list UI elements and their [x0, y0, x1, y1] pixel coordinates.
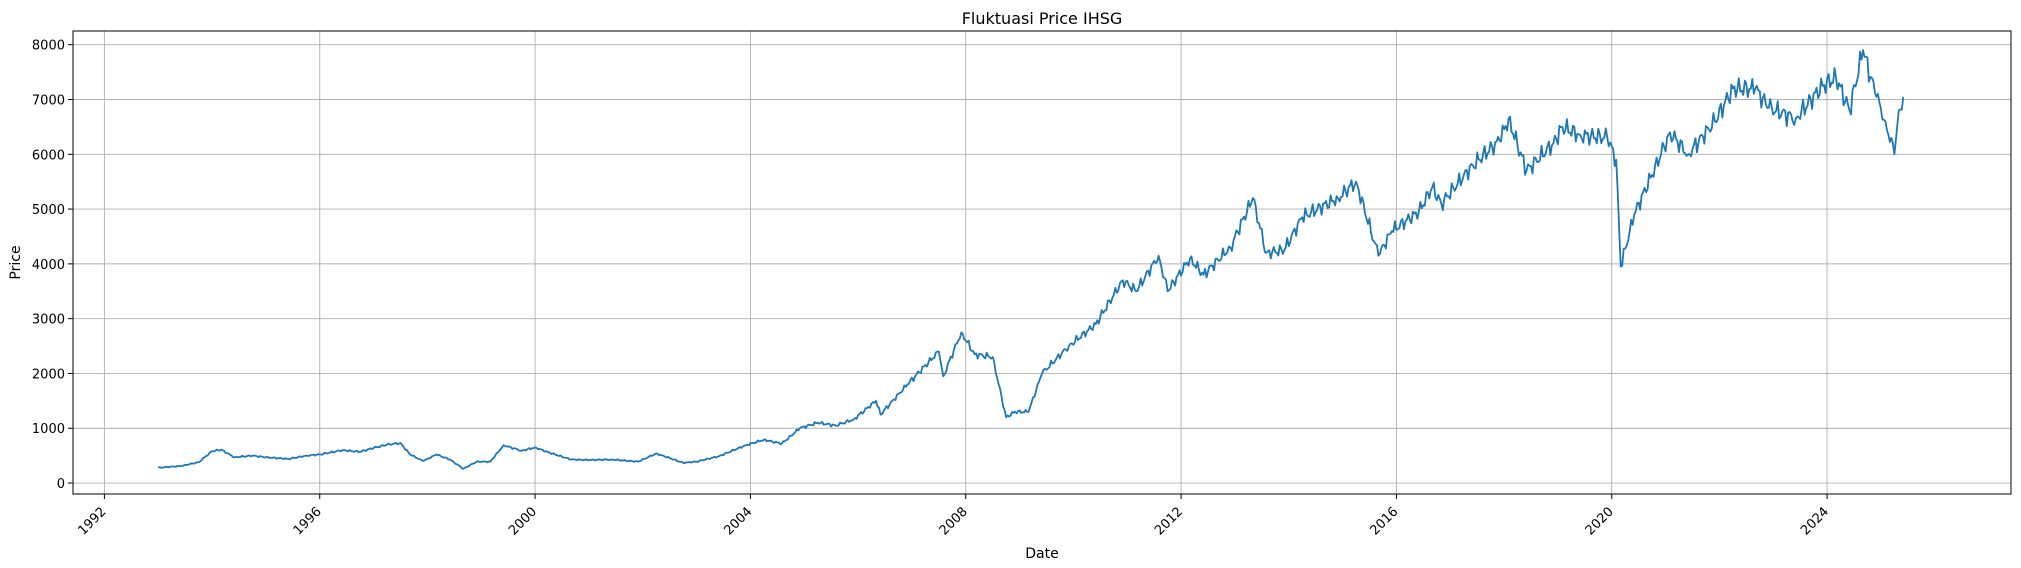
y-tick-label: 3000: [32, 313, 65, 328]
y-tick-label: 5000: [32, 203, 65, 218]
chart-title: Fluktuasi Price IHSG: [962, 9, 1123, 28]
y-axis-title: Price: [8, 245, 24, 279]
grid-lines: [73, 31, 2011, 494]
y-axis: 0 1000 2000 3000 4000 5000 6000 7000 8000: [32, 39, 73, 492]
y-tick-label: 1000: [32, 422, 65, 437]
y-tick-label: 7000: [32, 93, 65, 108]
y-tick-label: 2000: [32, 367, 65, 382]
y-tick-label: 0: [57, 477, 65, 492]
y-tick-label: 8000: [32, 39, 65, 54]
x-axis-title: Date: [1025, 546, 1058, 562]
price-series-line: [157, 49, 1905, 470]
y-tick-label: 6000: [32, 148, 65, 163]
y-tick-label: 4000: [32, 258, 65, 273]
plot-frame: [72, 30, 2012, 495]
series-layer: [157, 49, 1905, 470]
